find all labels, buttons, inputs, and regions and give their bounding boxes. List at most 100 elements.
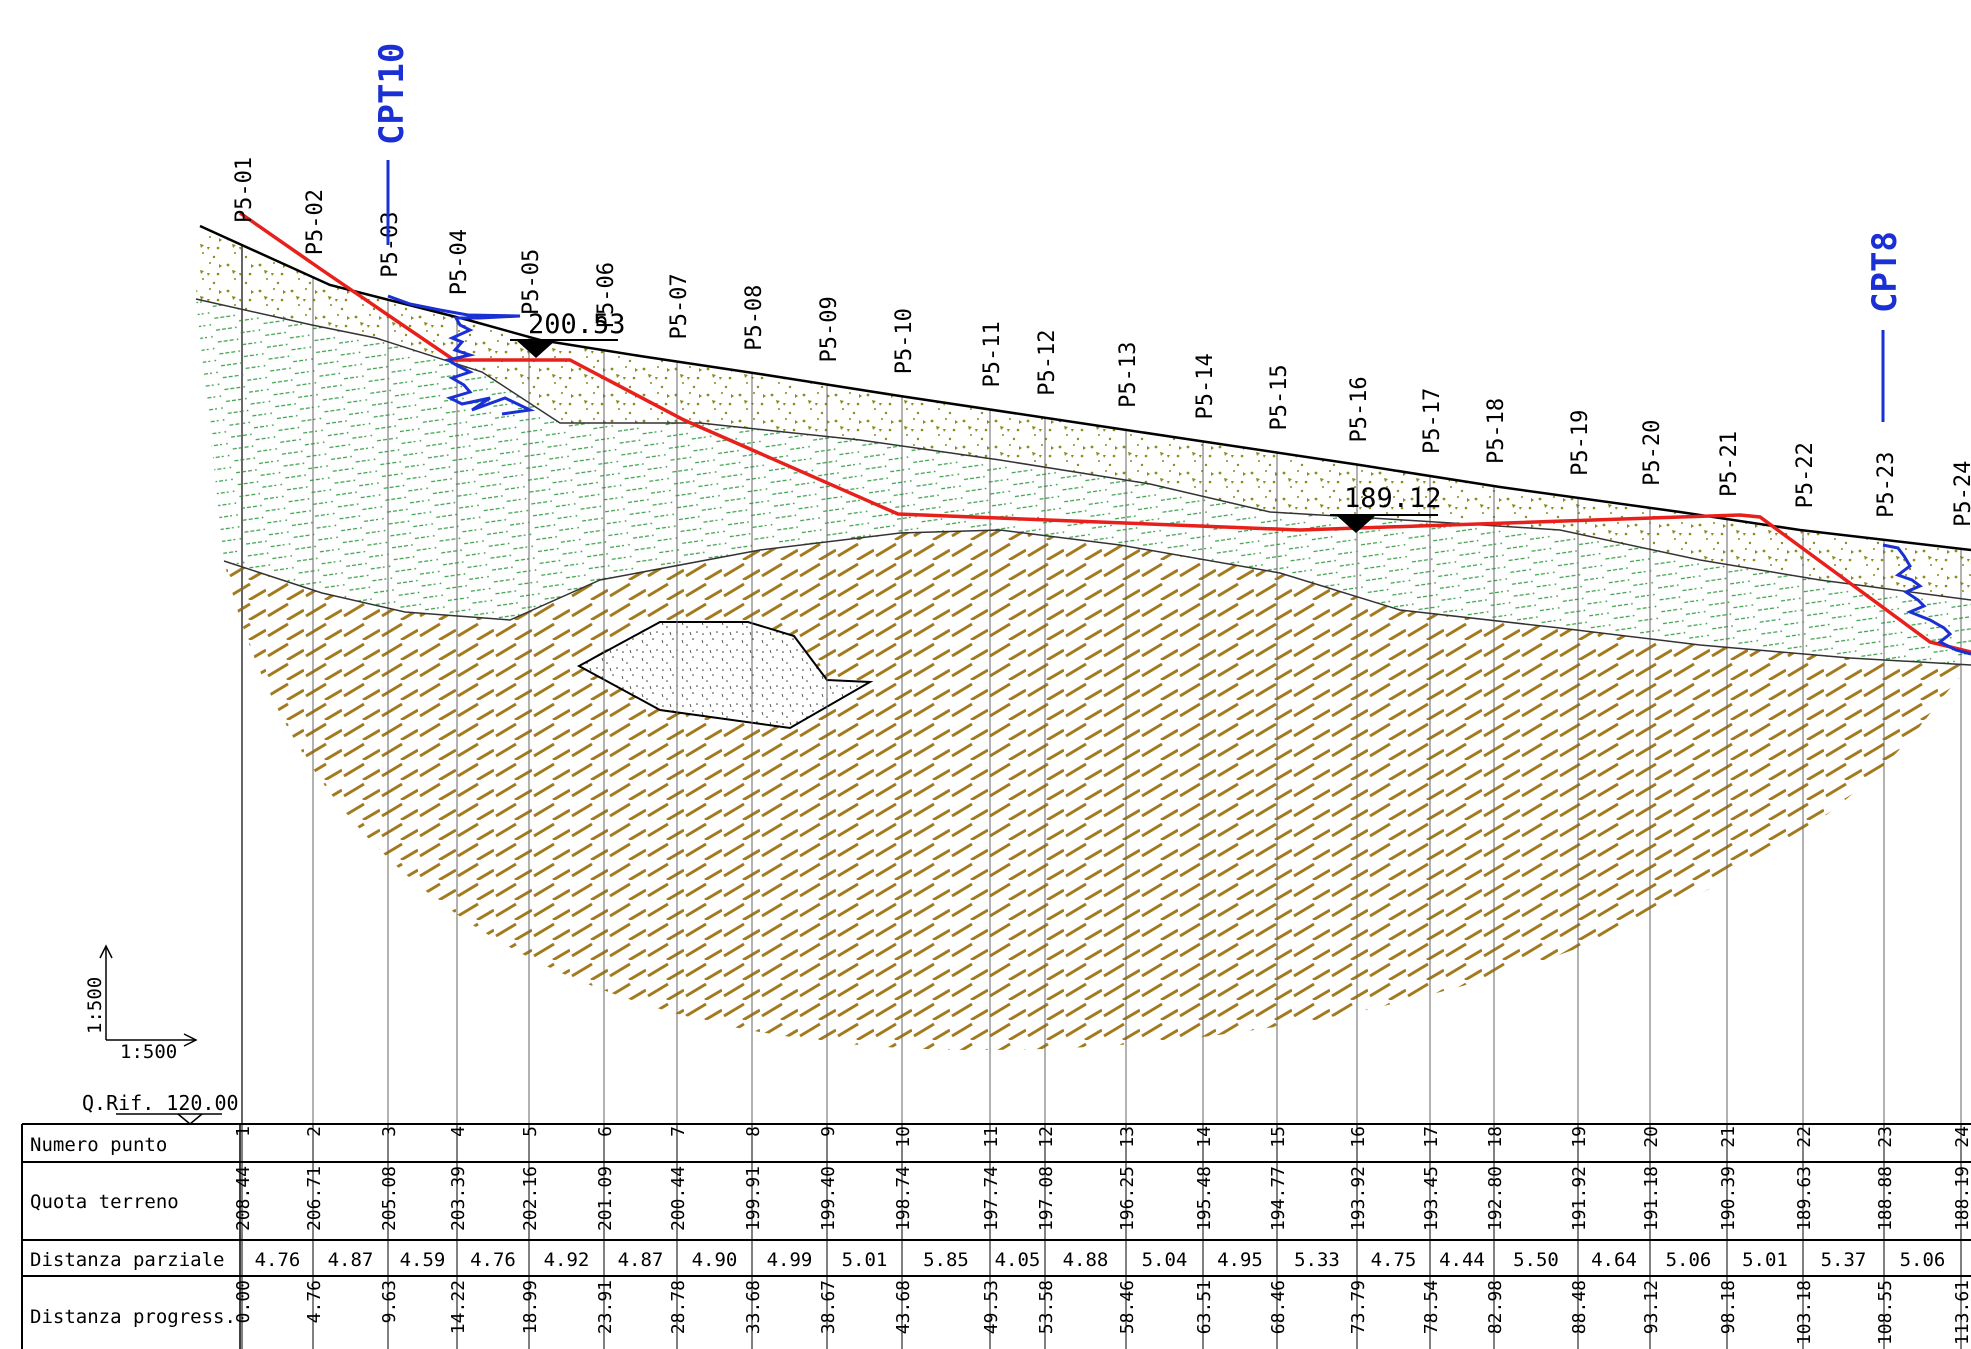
table-cell-quota: 190.39 bbox=[1718, 1166, 1739, 1231]
table-cell-numero: 20 bbox=[1641, 1126, 1662, 1148]
table-cell-progress: 82.98 bbox=[1485, 1280, 1506, 1334]
table-cell-numero: 8 bbox=[743, 1126, 764, 1137]
sand-bottom-boundary bbox=[195, 298, 1971, 601]
table-cell-parziale: 4.75 bbox=[1371, 1249, 1417, 1271]
table-cell-quota: 196.25 bbox=[1117, 1166, 1138, 1231]
point-name-label: P5-23 bbox=[1874, 452, 1899, 518]
soil-strata bbox=[196, 226, 1971, 1050]
table-cell-parziale: 5.50 bbox=[1513, 1249, 1559, 1271]
data-table: Numero punto Quota terreno Distanza parz… bbox=[21, 1123, 1971, 1349]
point-name-label: P5-14 bbox=[1193, 353, 1218, 419]
table-cell-numero: 10 bbox=[893, 1126, 914, 1148]
table-cell-quota: 208.44 bbox=[233, 1166, 254, 1231]
table-cells: 1208.440.002206.714.763205.089.634203.39… bbox=[233, 1124, 1971, 1349]
table-cell-progress: 68.46 bbox=[1268, 1280, 1289, 1334]
water-level-right-value: 189.12 bbox=[1344, 483, 1442, 514]
table-cell-quota: 199.91 bbox=[743, 1166, 764, 1231]
table-cell-numero: 14 bbox=[1194, 1126, 1215, 1148]
table-cell-progress: 103.18 bbox=[1794, 1280, 1815, 1345]
table-cell-quota: 206.71 bbox=[304, 1166, 325, 1231]
table-cell-quota: 200.44 bbox=[668, 1166, 689, 1231]
table-cell-numero: 15 bbox=[1268, 1126, 1289, 1148]
table-cell-numero: 1 bbox=[233, 1126, 254, 1137]
row-label-progress: Distanza progress. bbox=[30, 1306, 236, 1328]
stratum-boundaries bbox=[195, 224, 1971, 666]
table-cell-parziale: 5.01 bbox=[842, 1249, 888, 1271]
point-name-label: P5-20 bbox=[1640, 420, 1665, 486]
table-cell-numero: 22 bbox=[1794, 1126, 1815, 1148]
table-cell-quota: 197.74 bbox=[981, 1166, 1002, 1231]
cpt10-profile bbox=[387, 294, 536, 416]
table-cell-parziale: 4.95 bbox=[1217, 1249, 1263, 1271]
table-cell-progress: 18.99 bbox=[520, 1280, 541, 1334]
point-name-label: P5-13 bbox=[1116, 342, 1141, 408]
table-cell-progress: 93.12 bbox=[1641, 1280, 1662, 1334]
point-name-label: P5-08 bbox=[742, 285, 767, 351]
table-cell-quota: 195.48 bbox=[1194, 1166, 1215, 1231]
table-cell-parziale: 4.87 bbox=[618, 1249, 664, 1271]
table-cell-progress: 23.91 bbox=[595, 1280, 616, 1334]
scale-horizontal: 1:500 bbox=[120, 1041, 177, 1063]
scale-vertical: 1:500 bbox=[84, 977, 106, 1034]
table-cell-numero: 13 bbox=[1117, 1126, 1138, 1148]
point-name-label: P5-10 bbox=[892, 308, 917, 374]
point-name-label: P5-09 bbox=[817, 296, 842, 362]
point-name-label: P5-07 bbox=[667, 273, 692, 339]
table-cell-progress: 14.22 bbox=[448, 1280, 469, 1334]
table-cell-progress: 4.76 bbox=[304, 1280, 325, 1323]
table-cell-progress: 63.51 bbox=[1194, 1280, 1215, 1334]
table-cell-numero: 6 bbox=[595, 1126, 616, 1137]
table-cell-parziale: 5.01 bbox=[1742, 1249, 1788, 1271]
water-level-right: 189.12 bbox=[1330, 483, 1442, 533]
table-cell-quota: 192.80 bbox=[1485, 1166, 1506, 1231]
table-cell-numero: 3 bbox=[379, 1126, 400, 1137]
reference-label: Q.Rif. 120.00 bbox=[82, 1091, 239, 1115]
point-name-label: P5-22 bbox=[1793, 442, 1818, 508]
table-cell-progress: 73.79 bbox=[1348, 1280, 1369, 1334]
table-cell-progress: 33.68 bbox=[743, 1280, 764, 1334]
table-cell-progress: 43.68 bbox=[893, 1280, 914, 1334]
point-labels: P5-01 P5-02 P5-03 P5-04 P5-05 P5-06 P5-07 P5-08… bbox=[232, 157, 1971, 527]
table-cell-parziale: 4.87 bbox=[328, 1249, 374, 1271]
table-cell-progress: 88.48 bbox=[1569, 1280, 1590, 1334]
scale-indicator: 1:500 1:500 bbox=[84, 944, 198, 1063]
table-cell-quota: 189.63 bbox=[1794, 1166, 1815, 1231]
table-cell-progress: 0.00 bbox=[233, 1280, 254, 1323]
table-cell-parziale: 5.37 bbox=[1821, 1249, 1867, 1271]
ground-surface bbox=[199, 224, 1971, 552]
water-level-left-value: 200.53 bbox=[528, 309, 626, 340]
table-cell-numero: 5 bbox=[520, 1126, 541, 1137]
table-cell-quota: 205.08 bbox=[379, 1166, 400, 1231]
table-cell-parziale: 5.04 bbox=[1142, 1249, 1188, 1271]
table-cell-parziale: 4.59 bbox=[400, 1249, 446, 1271]
table-cell-quota: 188.88 bbox=[1875, 1166, 1896, 1231]
table-cell-numero: 2 bbox=[304, 1126, 325, 1137]
table-cell-parziale: 5.85 bbox=[923, 1249, 969, 1271]
point-name-label: P5-24 bbox=[1951, 461, 1971, 527]
table-cell-quota: 193.45 bbox=[1421, 1166, 1442, 1231]
point-name-label: P5-19 bbox=[1568, 410, 1593, 476]
point-name-label: P5-21 bbox=[1717, 431, 1742, 497]
table-cell-progress: 9.63 bbox=[379, 1280, 400, 1323]
cpt10-label: CPT10 bbox=[372, 43, 412, 145]
cpt8-label: CPT8 bbox=[1865, 231, 1905, 313]
point-name-label: P5-06 bbox=[594, 262, 619, 328]
table-cell-quota: 194.77 bbox=[1268, 1166, 1289, 1231]
analysis-overlays bbox=[239, 211, 1971, 654]
row-label-numero: Numero punto bbox=[30, 1134, 167, 1156]
table-cell-progress: 108.55 bbox=[1875, 1280, 1896, 1345]
row-label-parziale: Distanza parziale bbox=[30, 1249, 224, 1271]
table-cell-numero: 9 bbox=[818, 1126, 839, 1137]
table-cell-quota: 191.92 bbox=[1569, 1166, 1590, 1231]
water-level-left: 200.53 bbox=[510, 309, 626, 358]
table-cell-numero: 4 bbox=[448, 1126, 469, 1137]
table-cell-parziale: 4.90 bbox=[692, 1249, 738, 1271]
table-cell-numero: 19 bbox=[1569, 1126, 1590, 1148]
point-name-label: P5-16 bbox=[1347, 376, 1372, 442]
cpt-profiles bbox=[387, 294, 1971, 656]
sand-layer bbox=[196, 226, 1971, 600]
table-cell-parziale: 4.88 bbox=[1063, 1249, 1109, 1271]
point-name-label: P5-17 bbox=[1420, 388, 1445, 454]
point-name-label: P5-11 bbox=[980, 321, 1005, 387]
